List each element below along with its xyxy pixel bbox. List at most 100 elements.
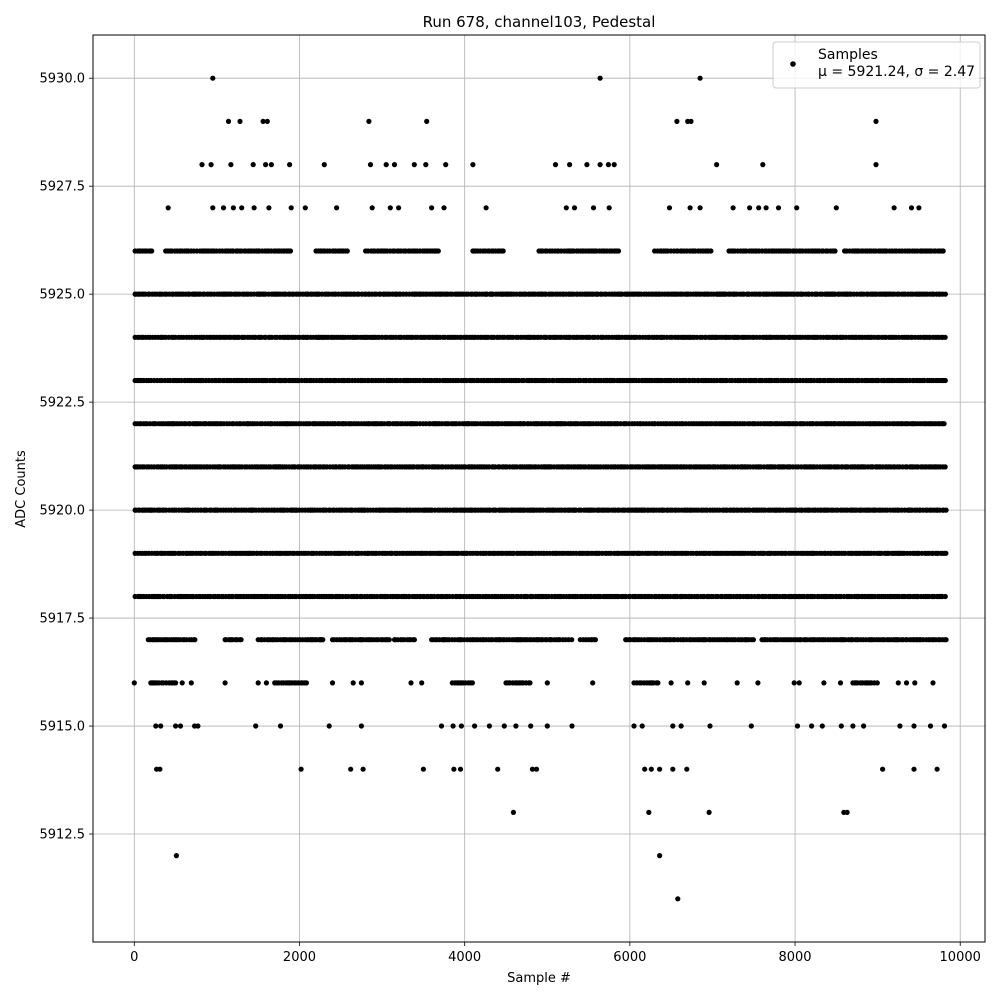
data-point xyxy=(646,809,652,816)
data-point xyxy=(237,118,243,124)
legend-series-name: Samples xyxy=(818,47,878,63)
data-point xyxy=(396,205,402,211)
data-point xyxy=(529,766,536,772)
data-point xyxy=(303,680,309,686)
data-point xyxy=(571,205,578,211)
data-point xyxy=(358,723,364,729)
x-tick-label: 2000 xyxy=(283,950,316,965)
data-point xyxy=(277,723,284,729)
data-point xyxy=(266,205,272,211)
data-point xyxy=(208,162,214,168)
data-point xyxy=(358,680,364,686)
data-point xyxy=(168,680,175,686)
data-point xyxy=(451,766,457,772)
y-tick-label: 5917.5 xyxy=(40,612,86,627)
data-point xyxy=(501,723,507,729)
grid-lines xyxy=(93,35,985,942)
data-point xyxy=(912,680,918,686)
y-tick-label: 5930.0 xyxy=(40,72,86,87)
data-point xyxy=(344,248,350,254)
data-point xyxy=(747,205,753,211)
data-point xyxy=(675,896,681,902)
legend-box xyxy=(772,41,981,89)
data-point xyxy=(348,766,354,772)
data-point xyxy=(457,766,464,772)
data-point xyxy=(943,550,949,556)
data-point xyxy=(510,809,516,816)
data-point xyxy=(230,205,236,211)
data-point xyxy=(833,205,839,211)
data-point xyxy=(158,723,164,729)
data-point xyxy=(655,680,661,686)
data-point xyxy=(911,723,917,729)
data-point xyxy=(500,248,506,254)
data-point xyxy=(941,723,948,729)
data-point xyxy=(350,680,356,686)
y-tick-label: 5920.0 xyxy=(40,504,86,519)
data-point xyxy=(533,766,540,772)
data-point xyxy=(897,723,903,729)
data-point xyxy=(366,118,372,124)
y-tick-label: 5927.5 xyxy=(40,180,86,195)
data-point xyxy=(584,162,590,168)
chart-title: Run 678, channel103, Pedestal xyxy=(423,13,656,31)
data-point xyxy=(435,248,441,254)
data-point xyxy=(173,723,179,729)
data-point xyxy=(597,75,603,81)
data-point xyxy=(179,680,185,686)
data-point xyxy=(173,853,179,859)
data-point xyxy=(597,162,603,168)
data-point xyxy=(320,637,326,643)
x-tick-label: 6000 xyxy=(613,950,646,965)
data-points xyxy=(131,75,949,902)
y-tick-label: 5912.5 xyxy=(40,828,86,843)
data-point xyxy=(527,680,533,686)
data-point xyxy=(861,723,867,729)
data-point xyxy=(567,162,573,168)
data-point xyxy=(794,723,801,729)
y-tick-label: 5915.0 xyxy=(40,720,86,735)
data-point xyxy=(648,766,654,772)
data-point xyxy=(411,162,417,168)
data-point xyxy=(819,723,825,729)
data-point xyxy=(684,766,690,772)
data-point xyxy=(157,766,163,772)
legend-series-stats: μ = 5921.24, σ = 2.47 xyxy=(818,64,975,80)
data-point xyxy=(195,723,201,729)
data-point xyxy=(697,205,703,211)
data-point xyxy=(706,809,712,816)
data-point xyxy=(222,680,228,686)
data-point xyxy=(386,637,392,643)
data-point xyxy=(760,162,766,168)
data-point xyxy=(880,766,886,772)
data-point xyxy=(360,766,366,772)
legend-marker-icon xyxy=(790,61,796,67)
data-point xyxy=(895,680,901,686)
data-point xyxy=(210,75,216,81)
data-point xyxy=(177,723,184,729)
data-point xyxy=(642,766,648,772)
data-point xyxy=(794,205,800,211)
data-point xyxy=(470,162,476,168)
data-point xyxy=(326,723,332,729)
data-point xyxy=(750,637,757,643)
data-point xyxy=(934,766,940,772)
data-point xyxy=(411,637,417,643)
data-point xyxy=(775,205,782,211)
data-point xyxy=(298,766,304,772)
data-point xyxy=(701,680,707,686)
data-point xyxy=(611,162,617,168)
data-point xyxy=(821,680,827,686)
data-point xyxy=(605,162,612,168)
data-point xyxy=(837,680,844,686)
data-point xyxy=(763,205,769,211)
data-point xyxy=(930,680,936,686)
data-point xyxy=(268,162,274,168)
data-point xyxy=(791,680,797,686)
data-point xyxy=(590,205,597,211)
data-point xyxy=(263,680,269,686)
data-point xyxy=(873,162,879,168)
data-point xyxy=(408,680,414,686)
data-point xyxy=(850,723,856,729)
